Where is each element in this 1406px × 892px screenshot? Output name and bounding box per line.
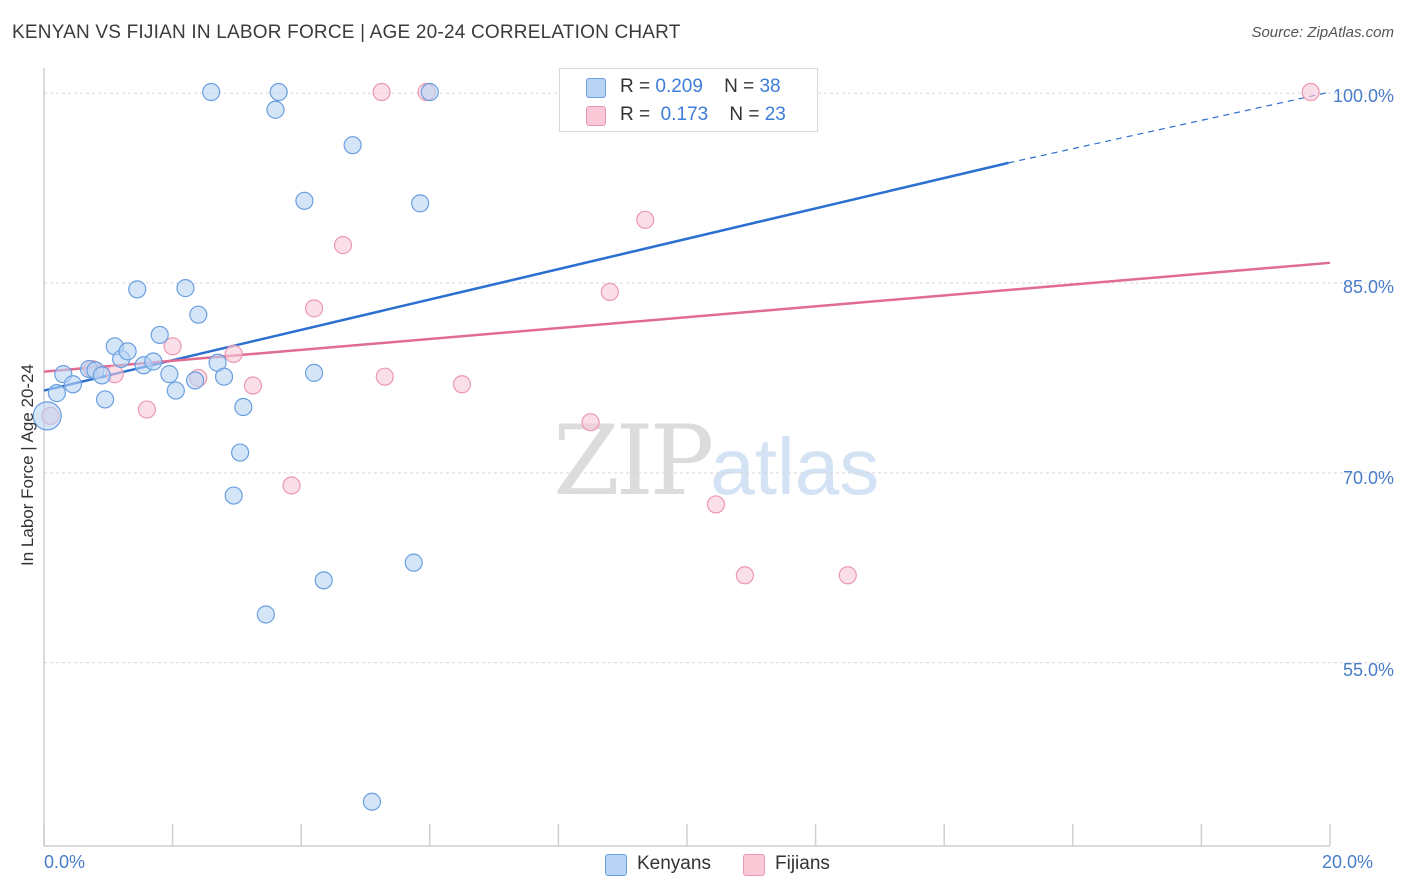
kenyan-point	[95, 390, 115, 409]
fijian-point	[137, 400, 156, 419]
kenyan-point	[266, 100, 285, 119]
fijian-point	[372, 82, 391, 102]
y-tick-label: 85.0%	[1342, 277, 1394, 297]
kenyan-point	[47, 384, 66, 403]
kenyan-trend-line	[43, 161, 1009, 392]
correlation-legend: R = 0.209 N = 38 R = 0.173 N = 23	[559, 68, 818, 132]
kenyan-point	[176, 279, 195, 298]
kenyan-point	[231, 443, 250, 462]
kenyan-point	[304, 363, 324, 382]
x-tick-label: 20.0%	[1322, 852, 1374, 872]
y-tick-label: 100.0%	[1332, 86, 1394, 106]
kenyan-point	[343, 136, 362, 155]
fijian-point	[1301, 82, 1320, 102]
kenyan-point	[234, 397, 253, 417]
fijian-point	[224, 344, 243, 363]
fijian-point	[600, 282, 619, 302]
fijian-r-value: 0.173	[660, 104, 709, 125]
watermark-zip: ZIP	[553, 405, 714, 517]
legend-r-label: R =	[620, 76, 651, 97]
bottom-legend-fijians-label: Fijians	[775, 853, 830, 874]
kenyan-point	[63, 375, 83, 394]
axes	[43, 68, 1331, 847]
fijian-point	[304, 299, 324, 318]
kenyan-point	[150, 325, 169, 345]
fijian-point	[163, 337, 182, 356]
fijian-trend-line	[43, 261, 1331, 373]
kenyan-point	[186, 371, 205, 390]
kenyan-swatch	[605, 854, 627, 876]
legend-n-label: N =	[724, 76, 755, 97]
kenyan-point	[362, 792, 382, 811]
fijian-n-value: 23	[764, 104, 786, 125]
kenyan-point	[420, 82, 439, 102]
kenyan-point	[314, 571, 333, 590]
kenyan-n-value: 38	[759, 76, 781, 97]
fijian-point	[375, 367, 394, 386]
fijian-point	[581, 413, 600, 432]
kenyan-point	[295, 191, 314, 210]
fijian-point	[452, 375, 472, 394]
kenyan-point	[269, 82, 288, 102]
y-tick-label: 55.0%	[1342, 660, 1394, 680]
kenyan-point	[32, 401, 62, 431]
fijian-point	[636, 210, 655, 229]
fijian-swatch	[586, 106, 606, 126]
y-axis-label: In Labor Force | Age 20-24	[18, 364, 37, 566]
y-tick-label: 70.0%	[1342, 468, 1394, 488]
legend-r-label: R =	[620, 104, 651, 125]
data-points	[32, 82, 1320, 811]
watermark-atlas: atlas	[710, 422, 880, 511]
kenyan-point	[411, 194, 430, 213]
fijian-point	[735, 566, 754, 585]
legend-n-label: N =	[729, 104, 760, 125]
kenyan-r-value: 0.209	[655, 76, 703, 97]
trend-lines	[43, 91, 1331, 392]
grid-lines	[44, 92, 1392, 664]
kenyan-point	[404, 553, 423, 572]
kenyan-point	[128, 280, 147, 299]
kenyan-point	[160, 365, 179, 384]
bottom-legend-kenyans-label: Kenyans	[637, 853, 711, 874]
kenyan-point	[256, 605, 275, 624]
kenyan-swatch	[586, 78, 606, 98]
fijian-point	[333, 236, 353, 255]
kenyan-point	[92, 366, 111, 385]
kenyan-point	[118, 342, 137, 361]
fijian-point	[706, 495, 726, 514]
chart-title: KENYAN VS FIJIAN IN LABOR FORCE | AGE 20…	[12, 22, 681, 43]
kenyan-point	[214, 367, 234, 386]
watermark: ZIPatlas	[553, 405, 879, 517]
x-tick-label: 0.0%	[44, 852, 86, 872]
kenyan-point	[166, 381, 185, 400]
kenyan-trend-extension	[1008, 91, 1331, 164]
source-credit: Source: ZipAtlas.com	[1251, 24, 1394, 41]
fijian-point	[838, 566, 857, 585]
kenyan-point	[224, 486, 243, 505]
fijian-swatch	[743, 854, 765, 876]
fijian-point	[282, 476, 301, 495]
fijian-point	[243, 376, 263, 395]
kenyan-point	[202, 82, 221, 102]
kenyan-point	[144, 352, 163, 371]
kenyan-point	[189, 305, 208, 324]
